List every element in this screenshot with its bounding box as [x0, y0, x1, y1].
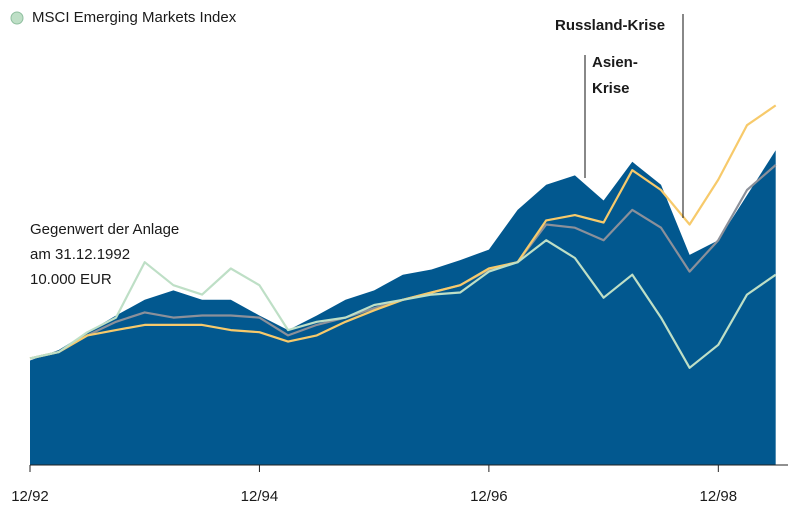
plot: [29, 104, 777, 466]
annotation: 10.000 EUR: [30, 271, 112, 288]
annotation: Gegenwert der Anlage: [30, 221, 179, 238]
line: [29, 239, 777, 369]
annotation: Krise: [592, 80, 630, 97]
annotation: am 31.12.1992: [30, 246, 130, 263]
x-tick-label: 12/96: [470, 488, 508, 505]
x-tick-label: 12/92: [11, 488, 49, 505]
annotation: Russland-Krise: [555, 17, 665, 34]
legend-marker: [10, 11, 24, 25]
area: [30, 150, 776, 466]
x-tick-label: 12/98: [700, 488, 738, 505]
annotation: Asien-: [592, 54, 638, 71]
legend-label: MSCI Emerging Markets Index: [32, 9, 237, 26]
x-tick-label: 12/94: [241, 488, 279, 505]
